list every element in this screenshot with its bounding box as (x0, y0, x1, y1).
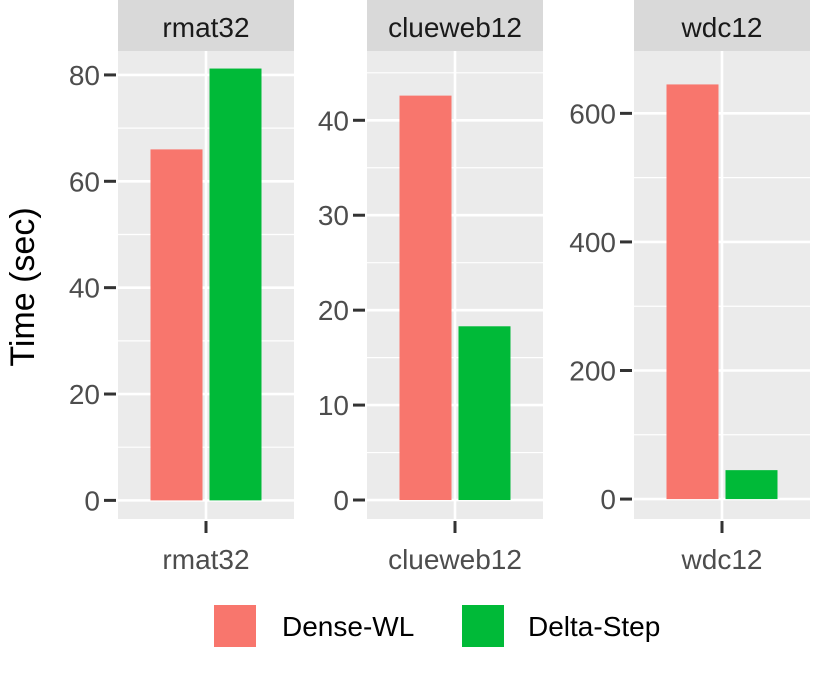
facet-rmat32: rmat32 0 20 40 60 80 rmat32 (69, 0, 294, 575)
y-tick-label: 0 (600, 484, 616, 515)
bar-delta-step (725, 470, 778, 500)
y-tick-label: 200 (569, 356, 616, 387)
x-tick-label: clueweb12 (388, 544, 522, 575)
y-tick-label: 40 (318, 105, 349, 136)
bar-dense-wl (399, 95, 452, 501)
legend-label: Delta-Step (528, 611, 660, 642)
y-tick-label: 20 (69, 379, 100, 410)
bar-dense-wl (150, 149, 203, 501)
facet-strip (367, 0, 543, 51)
y-tick-label: 30 (318, 200, 349, 231)
facet-clueweb12: clueweb12 0 10 20 30 40 clueweb12 (318, 0, 543, 575)
legend-key (214, 605, 256, 647)
y-tick-label: 40 (69, 273, 100, 304)
y-tick-label: 20 (318, 295, 349, 326)
legend-item-delta-step: Delta-Step (462, 605, 660, 647)
y-tick-label: 10 (318, 390, 349, 421)
facet-strip (634, 0, 810, 51)
y-tick-label: 400 (569, 227, 616, 258)
legend: Dense-WL Delta-Step (214, 605, 660, 647)
facet-title: rmat32 (162, 12, 249, 43)
bar-dense-wl (666, 84, 719, 500)
facet-title: wdc12 (681, 12, 763, 43)
y-tick-label: 60 (69, 166, 100, 197)
y-tick-label: 0 (333, 485, 349, 516)
x-tick-label: wdc12 (681, 544, 763, 575)
facet-wdc12: wdc12 0 200 400 600 wdc12 (569, 0, 810, 575)
bar-delta-step (209, 68, 262, 501)
y-tick-label: 600 (569, 98, 616, 129)
y-axis-title: Time (sec) (4, 207, 42, 366)
y-tick-label: 80 (69, 60, 100, 91)
x-tick-label: rmat32 (162, 544, 249, 575)
bar-delta-step (458, 326, 511, 501)
legend-item-dense-wl: Dense-WL (214, 605, 414, 647)
y-tick-label: 0 (84, 485, 100, 516)
legend-label: Dense-WL (282, 611, 414, 642)
legend-key (462, 605, 504, 647)
facet-strip (118, 0, 294, 51)
facet-title: clueweb12 (388, 12, 522, 43)
